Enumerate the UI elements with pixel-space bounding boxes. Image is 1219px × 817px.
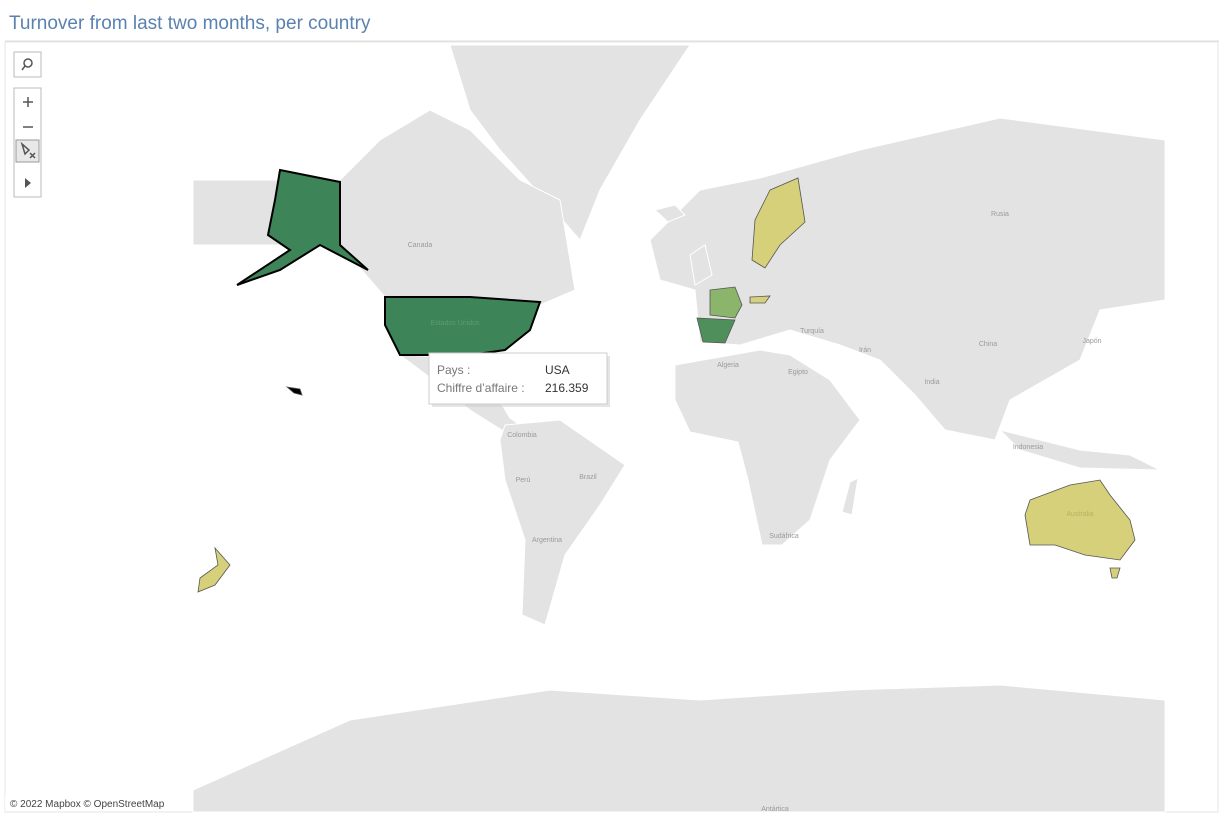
indonesia xyxy=(998,429,1161,471)
title: Turnover from last two months, per count… xyxy=(9,13,371,34)
tooltip-box xyxy=(428,352,608,405)
place-label: Algeria xyxy=(717,362,739,369)
uk xyxy=(689,244,713,286)
hawaii xyxy=(285,386,303,396)
antarctica xyxy=(192,684,1166,813)
place-label: Argentina xyxy=(532,537,562,544)
basemap xyxy=(192,44,1166,813)
place-label: Australia xyxy=(1066,511,1093,518)
place-label: Japón xyxy=(1082,338,1101,345)
place-label: Colombia xyxy=(507,432,537,439)
tasmania xyxy=(1109,567,1121,579)
place-label: Antártica xyxy=(761,806,789,813)
place-label: India xyxy=(924,379,939,386)
place-label: Canada xyxy=(408,242,433,249)
madagascar xyxy=(841,477,859,516)
australia xyxy=(1024,479,1136,561)
tooltip-label: Chiffre d’affaire : xyxy=(437,381,525,395)
tooltip: Pays : USA Chiffre d’affaire : 216.359 xyxy=(428,352,610,407)
zoom-in-button[interactable] xyxy=(23,97,33,107)
place-label: Perú xyxy=(516,477,531,484)
tooltip-value: USA xyxy=(545,363,570,377)
south-america xyxy=(499,419,626,626)
search-icon xyxy=(21,65,26,71)
africa xyxy=(674,349,861,546)
iceland xyxy=(653,204,686,223)
place-label: China xyxy=(979,341,997,348)
spain xyxy=(696,317,736,344)
search-button[interactable] xyxy=(13,51,42,78)
place-label: Sudáfrica xyxy=(769,533,799,540)
place-label: Brazil xyxy=(579,474,597,481)
place-label: Turquía xyxy=(800,328,824,335)
place-label: Egipto xyxy=(788,369,808,376)
map-controls xyxy=(13,51,42,198)
new-zealand xyxy=(197,546,231,593)
austria xyxy=(749,295,771,304)
place-label: Rusia xyxy=(991,211,1009,218)
attribution-bg xyxy=(5,795,185,811)
pin-icon xyxy=(20,141,36,159)
search-icon xyxy=(23,58,33,68)
expand-button[interactable] xyxy=(25,178,31,188)
tooltip-value: 216.359 xyxy=(545,381,589,395)
greenland xyxy=(449,44,691,241)
highlighted-countries xyxy=(197,168,1136,593)
scandinavia xyxy=(751,177,806,269)
place-label: Irán xyxy=(859,347,871,354)
france xyxy=(709,286,743,319)
alaska xyxy=(236,168,369,286)
tooltip-label: Pays : xyxy=(437,363,470,377)
place-labels: Canada Estados Unidos Rusia Turquía Irán… xyxy=(408,211,1102,813)
place-label: Indonesia xyxy=(1013,444,1043,451)
attribution: © 2022 Mapbox © OpenStreetMap xyxy=(10,799,165,810)
place-label: Estados Unidos xyxy=(430,320,480,327)
